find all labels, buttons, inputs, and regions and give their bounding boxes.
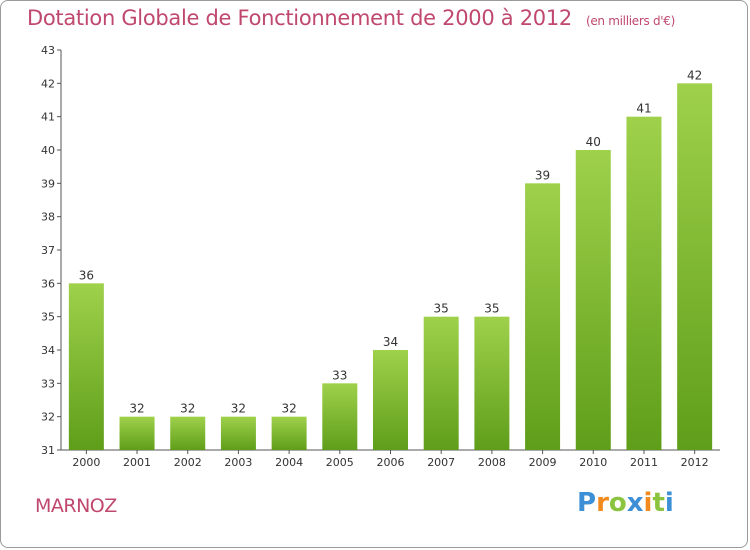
x-tick-label: 2008: [478, 456, 506, 469]
data-label: 35: [434, 302, 449, 316]
logo-letter: o: [608, 488, 627, 518]
bar: [68, 283, 104, 450]
y-tick-label: 40: [41, 144, 55, 157]
data-label: 32: [129, 402, 144, 416]
y-tick-label: 39: [41, 177, 55, 190]
logo-letter: x: [626, 488, 644, 518]
bar: [119, 416, 155, 450]
y-tick-label: 32: [41, 411, 55, 424]
y-tick-label: 35: [41, 311, 55, 324]
chart-subtitle: (en milliers d'€): [585, 14, 675, 28]
x-tick-label: 2010: [579, 456, 607, 469]
logo-letter: i: [643, 488, 653, 518]
bar: [373, 350, 408, 450]
x-tick-label: 2007: [427, 456, 455, 469]
x-tick-label: 2006: [377, 456, 405, 469]
bar: [525, 183, 561, 451]
data-label: 32: [180, 402, 195, 416]
y-tick-label: 34: [41, 344, 55, 357]
x-tick-label: 2001: [123, 456, 151, 469]
data-label: 35: [484, 302, 499, 316]
bar: [677, 83, 713, 450]
bar: [170, 416, 206, 450]
data-label: 36: [79, 268, 94, 282]
bar: [626, 116, 662, 451]
data-label: 32: [281, 402, 296, 416]
chart-labels: 2000 36 2001 32 2002 32 2003 32 2004 32 2005 33 2006…: [72, 68, 708, 469]
x-tick-label: 2011: [630, 456, 658, 469]
x-tick-label: 2004: [275, 456, 303, 469]
logo-letter: i: [664, 488, 674, 518]
data-label: 42: [687, 68, 702, 82]
logo-letter: P: [577, 488, 597, 518]
commune-name: MARNOZ: [35, 495, 117, 517]
y-tick-label: 42: [41, 77, 55, 90]
x-tick-label: 2003: [224, 456, 252, 469]
x-tick-label: 2002: [174, 456, 202, 469]
x-tick-label: 2012: [681, 456, 709, 469]
chart-title-text: Dotation Globale de Fonctionnement de 20…: [27, 6, 572, 30]
data-label: 41: [636, 102, 651, 116]
y-tick-label: 43: [41, 44, 55, 57]
x-tick-label: 2000: [72, 456, 100, 469]
proxiti-logo[interactable]: Proxiti: [577, 488, 674, 518]
data-label: 39: [535, 168, 550, 182]
y-tick-label: 36: [41, 277, 55, 290]
x-tick-label: 2009: [529, 456, 557, 469]
y-tick-label: 38: [41, 211, 55, 224]
bar: [271, 416, 307, 450]
chart-title: Dotation Globale de Fonctionnement de 20…: [27, 6, 675, 30]
logo-letter: r: [596, 488, 609, 518]
y-tick-label: 37: [41, 244, 55, 257]
bar: [474, 316, 510, 450]
x-tick-label: 2005: [326, 456, 354, 469]
y-tick-label: 33: [41, 377, 55, 390]
bar: [220, 416, 256, 450]
bar: [575, 150, 611, 450]
y-tick-label: 41: [41, 111, 55, 124]
chart-bars: [68, 83, 713, 451]
bar: [423, 316, 459, 450]
data-label: 40: [586, 135, 601, 149]
data-label: 32: [231, 402, 246, 416]
data-label: 34: [383, 335, 398, 349]
data-label: 33: [332, 368, 347, 382]
logo-letter: t: [652, 488, 665, 518]
y-tick-label: 31: [41, 444, 55, 457]
bar: [322, 383, 358, 450]
